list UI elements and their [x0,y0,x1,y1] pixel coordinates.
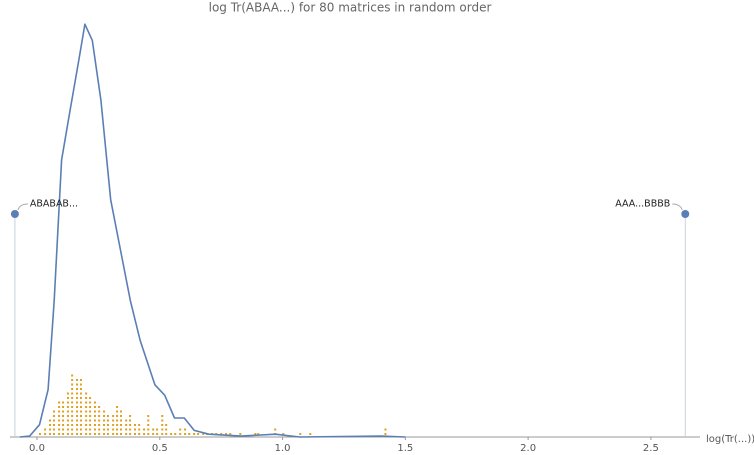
dot-column [112,415,115,435]
chart-title: log Tr(ABAA...) for 80 matrices in rando… [209,1,492,15]
dot-column [71,374,74,435]
x-tick-label: 0.0 [29,443,45,454]
annotation-label: ABABAB... [30,199,78,210]
dot-column [309,433,312,435]
dot-column [44,428,47,435]
x-tick-label: 2.0 [520,443,536,454]
dot-column [89,397,92,435]
dot-column [143,428,146,435]
dot-column [106,415,109,435]
dot-column [52,410,55,435]
dot-column [38,433,41,435]
dot-column [165,424,168,435]
dot-column [119,410,122,435]
annotation-connector [17,203,28,211]
x-tick-label: 0.5 [152,443,168,454]
dot-column [384,428,387,435]
dot-column [239,433,242,435]
dot-column [184,428,187,435]
dot-column [98,406,101,435]
dot-column [58,401,61,435]
dot-column [125,419,128,435]
dot-column [129,415,132,435]
dot-column [174,433,177,435]
dot-column [179,428,182,435]
x-tick-label: 1.0 [275,443,291,454]
dot-column [93,401,96,435]
annotation-point [681,210,690,219]
dot-column [229,433,232,435]
dot-column [133,424,136,435]
x-axis-label: log(Tr(...)) [706,434,754,445]
dot-column [138,424,141,435]
x-tick-label: 1.5 [397,443,413,454]
dot-column [193,433,196,435]
annotation-point [10,210,19,219]
dot-column [76,379,79,435]
annotation-connector [672,203,683,211]
dot-column [170,433,173,435]
dot-column [299,433,302,435]
dot-column [147,415,150,435]
dot-column [85,392,88,435]
dot-column [116,406,119,435]
dot-column [156,428,159,435]
dot-column [66,392,69,435]
dot-column [197,433,200,435]
dot-column [161,415,164,435]
x-tick-label: 2.5 [643,443,659,454]
dot-column [274,428,277,435]
dot-column [49,419,52,435]
dot-column [188,433,191,435]
dot-column [103,410,106,435]
dot-column [79,379,82,435]
annotation-label: AAA...BBBB [615,199,670,210]
dot-column [152,428,155,435]
dot-column [62,401,65,435]
density-curve [19,23,406,438]
